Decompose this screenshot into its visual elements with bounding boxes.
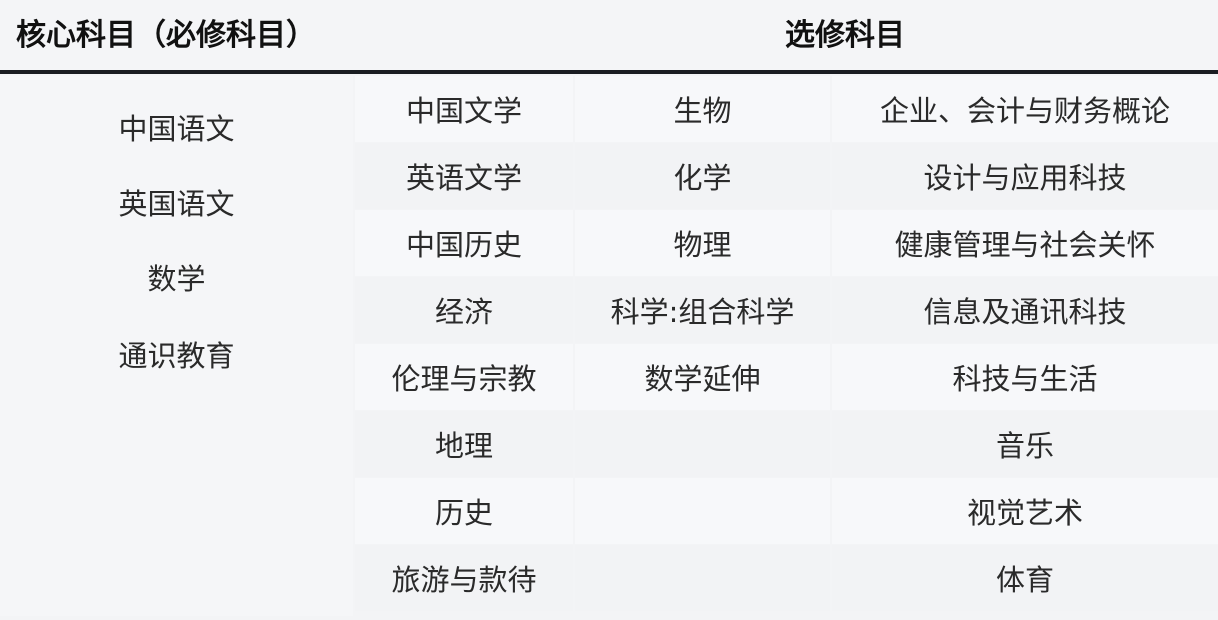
elective-column-1: 中国文学 英语文学 中国历史 经济 伦理与宗教 地理 历史 旅游与款待	[355, 76, 573, 616]
elective-subject-cell	[575, 545, 830, 611]
core-subject: 通识教育	[118, 339, 235, 373]
elective-column-2: 生物 化学 物理 科学:组合科学 数学延伸	[575, 76, 830, 616]
elective-subject-cell: 科学:组合科学	[575, 277, 830, 343]
table-header: 核心科目（必修科目） 选修科目	[0, 0, 1218, 70]
elective-subject-cell: 中国文学	[355, 76, 573, 142]
elective-subject-cell	[575, 411, 830, 477]
elective-subject-cell: 视觉艺术	[832, 478, 1218, 544]
elective-subject-cell: 经济	[355, 277, 573, 343]
elective-subjects-heading: 选修科目	[785, 18, 905, 53]
elective-subject-cell: 音乐	[832, 411, 1218, 477]
elective-subject-cell: 中国历史	[355, 210, 573, 276]
elective-subject-cell: 健康管理与社会关怀	[832, 210, 1218, 276]
core-subjects-heading: 核心科目（必修科目）	[16, 18, 316, 53]
core-subjects-column: 中国语文 英国语文 数学 通识教育	[0, 76, 353, 616]
elective-subject-cell: 企业、会计与财务概论	[832, 76, 1218, 142]
elective-subject-cell: 物理	[575, 210, 830, 276]
elective-subject-cell	[575, 478, 830, 544]
elective-subject-cell: 旅游与款待	[355, 545, 573, 611]
elective-subject-cell: 信息及通讯科技	[832, 277, 1218, 343]
elective-subject-cell: 科技与生活	[832, 344, 1218, 410]
core-subject: 中国语文	[118, 112, 235, 146]
elective-subject-cell: 体育	[832, 545, 1218, 611]
elective-subject-cell: 数学延伸	[575, 344, 830, 410]
core-subject: 数学	[147, 262, 206, 296]
elective-subject-cell: 化学	[575, 143, 830, 209]
elective-subject-cell: 历史	[355, 478, 573, 544]
elective-subject-cell: 伦理与宗教	[355, 344, 573, 410]
core-subject: 英国语文	[118, 187, 235, 221]
header-divider	[0, 70, 1218, 74]
elective-column-3: 企业、会计与财务概论 设计与应用科技 健康管理与社会关怀 信息及通讯科技 科技与生活 音乐…	[832, 76, 1218, 616]
elective-subject-cell: 生物	[575, 76, 830, 142]
elective-subject-cell: 地理	[355, 411, 573, 477]
elective-subject-cell: 设计与应用科技	[832, 143, 1218, 209]
elective-subject-cell: 英语文学	[355, 143, 573, 209]
